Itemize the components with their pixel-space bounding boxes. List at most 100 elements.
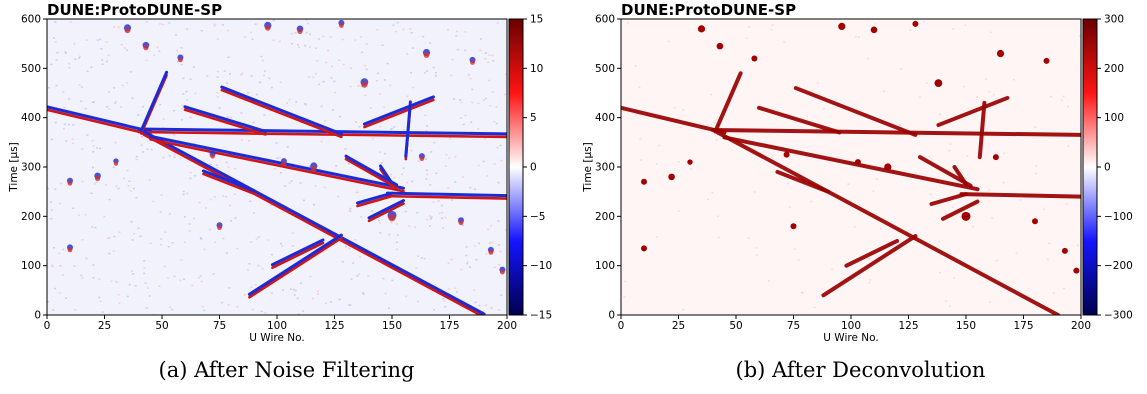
noise-speck: [50, 209, 53, 211]
noise-speck: [145, 21, 148, 23]
noise-speck: [101, 311, 104, 313]
noise-speck: [223, 70, 226, 72]
noise-speck: [182, 93, 185, 95]
noise-speck: [707, 198, 709, 201]
noise-speck: [90, 192, 93, 194]
noise-speck: [214, 196, 217, 198]
noise-speck: [181, 107, 184, 110]
noise-speck: [275, 142, 278, 144]
noise-speck: [466, 263, 468, 265]
noise-speck: [748, 26, 751, 28]
noise-speck: [416, 211, 419, 214]
noise-speck: [278, 40, 281, 43]
blob-12: [641, 245, 647, 252]
noise-speck: [430, 216, 433, 218]
noise-speck: [482, 99, 485, 102]
noise-speck: [499, 250, 502, 253]
track-1: [711, 128, 1081, 137]
noise-speck: [454, 287, 457, 289]
noise-speck: [989, 31, 992, 34]
noise-speck: [493, 163, 496, 165]
noise-speck: [168, 306, 171, 309]
noise-speck: [753, 191, 756, 193]
noise-speck: [717, 236, 720, 239]
noise-speck: [402, 167, 405, 169]
noise-speck: [1042, 208, 1045, 210]
track-2: [142, 129, 486, 315]
noise-speck: [381, 44, 384, 46]
noise-speck: [74, 58, 77, 60]
noise-speck: [259, 81, 261, 84]
noise-speck: [488, 54, 491, 56]
noise-speck: [429, 42, 432, 44]
noise-speck: [123, 47, 126, 49]
noise-speck: [354, 239, 357, 241]
noise-speck: [498, 309, 501, 311]
noise-speck: [433, 141, 436, 144]
noise-speck: [879, 228, 882, 231]
noise-speck: [492, 60, 495, 62]
noise-speck: [69, 21, 72, 23]
noise-speck: [489, 225, 492, 227]
noise-speck: [682, 308, 685, 311]
noise-speck: [810, 200, 813, 203]
noise-speck: [1065, 203, 1068, 205]
noise-speck: [966, 155, 969, 157]
noise-speck: [63, 123, 66, 126]
noise-speck: [96, 39, 99, 41]
noise-speck: [423, 257, 426, 260]
noise-speck: [279, 81, 282, 83]
noise-speck: [388, 307, 391, 309]
noise-speck: [415, 267, 418, 269]
noise-speck: [317, 293, 319, 295]
noise-speck: [1053, 292, 1056, 294]
noise-speck: [50, 63, 53, 66]
noise-speck: [447, 29, 449, 31]
track-11: [941, 199, 980, 221]
noise-speck: [225, 161, 228, 164]
noise-speck: [640, 159, 643, 161]
noise-speck: [352, 262, 355, 264]
blob-0-positive: [124, 27, 131, 34]
noise-speck: [486, 175, 489, 177]
noise-speck: [988, 301, 991, 303]
noise-speck: [52, 37, 55, 39]
blob-2: [751, 55, 758, 62]
noise-speck: [655, 163, 658, 165]
colorbar-tick-label: 15: [530, 14, 543, 26]
track-4: [139, 70, 169, 132]
noise-speck: [391, 279, 394, 282]
noise-speck: [296, 297, 299, 300]
noise-speck: [63, 106, 66, 109]
noise-speck: [477, 164, 480, 167]
noise-speck: [715, 139, 718, 141]
noise-speck: [320, 105, 323, 107]
noise-speck: [453, 98, 456, 100]
blob-10-positive: [94, 175, 101, 182]
noise-speck: [474, 301, 477, 304]
noise-speck: [444, 216, 447, 219]
noise-speck: [159, 244, 162, 246]
noise-speck: [357, 85, 360, 87]
noise-speck: [813, 306, 816, 309]
noise-speck: [78, 55, 81, 58]
noise-speck: [93, 183, 96, 185]
noise-speck: [469, 77, 472, 80]
noise-speck: [197, 277, 200, 279]
noise-speck: [309, 275, 312, 278]
noise-speck: [350, 278, 353, 280]
noise-speck: [172, 110, 175, 112]
noise-speck: [327, 49, 330, 52]
noise-speck: [435, 172, 438, 174]
noise-speck: [667, 40, 670, 43]
noise-speck: [489, 104, 492, 107]
noise-speck: [72, 124, 75, 126]
noise-speck: [1062, 95, 1065, 98]
noise-speck: [900, 68, 903, 70]
noise-speck: [333, 80, 336, 83]
noise-speck: [59, 265, 62, 267]
noise-speck: [449, 137, 452, 139]
noise-speck: [183, 278, 186, 280]
noise-speck: [923, 20, 926, 23]
noise-speck: [414, 226, 417, 228]
